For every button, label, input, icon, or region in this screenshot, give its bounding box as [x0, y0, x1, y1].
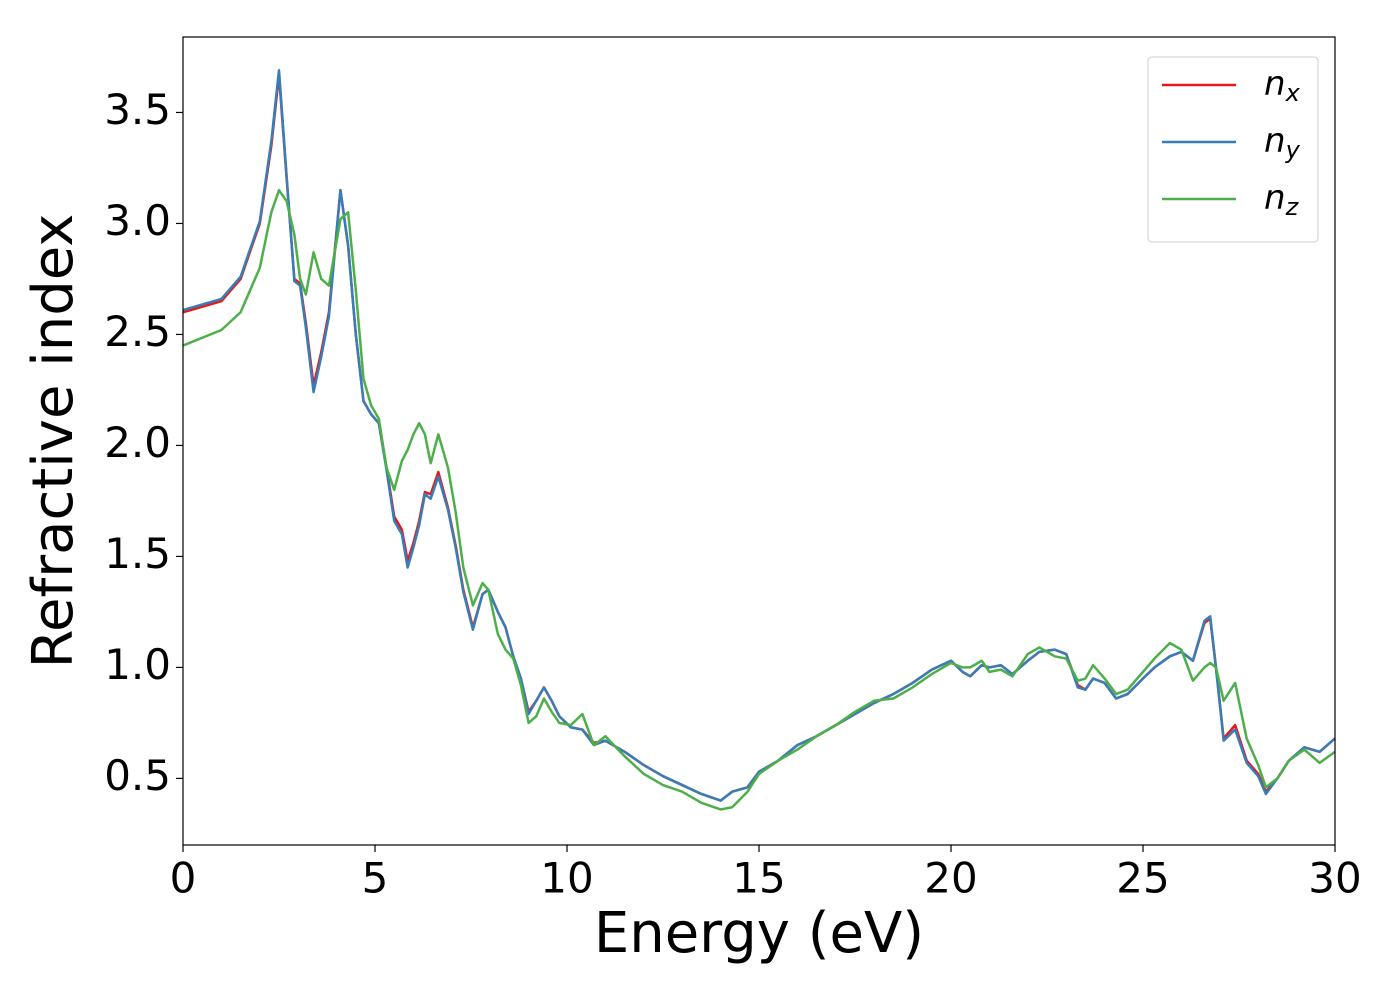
legend-box [1147, 56, 1319, 243]
y-tick-label: 0.5 [104, 751, 171, 800]
y-tick-label: 1.0 [104, 640, 171, 689]
y-tick-label: 1.5 [104, 529, 171, 578]
plot-frame [182, 36, 1336, 846]
x-tick-label: 25 [1116, 854, 1169, 903]
series-line [182, 69, 1336, 802]
y-tick-label: 3.5 [104, 85, 171, 134]
x-tick-label: 30 [1308, 854, 1361, 903]
x-tick-label: 10 [540, 854, 593, 903]
x-tick-label: 15 [732, 854, 785, 903]
y-tick-label: 3.0 [104, 196, 171, 245]
y-tick-label: 2.5 [104, 307, 171, 356]
series-line [182, 188, 1336, 811]
x-tick-label: 0 [170, 854, 197, 903]
legend-label: nx [1264, 64, 1301, 108]
x-tick-label: 5 [362, 854, 389, 903]
legend-label: nz [1264, 178, 1300, 222]
x-axis-label: Energy (eV) [594, 901, 924, 966]
y-tick-label: 2.0 [104, 418, 171, 467]
legend-label: ny [1264, 121, 1301, 165]
x-tick-label: 20 [924, 854, 977, 903]
y-axis-label: Refractive index [21, 214, 86, 669]
